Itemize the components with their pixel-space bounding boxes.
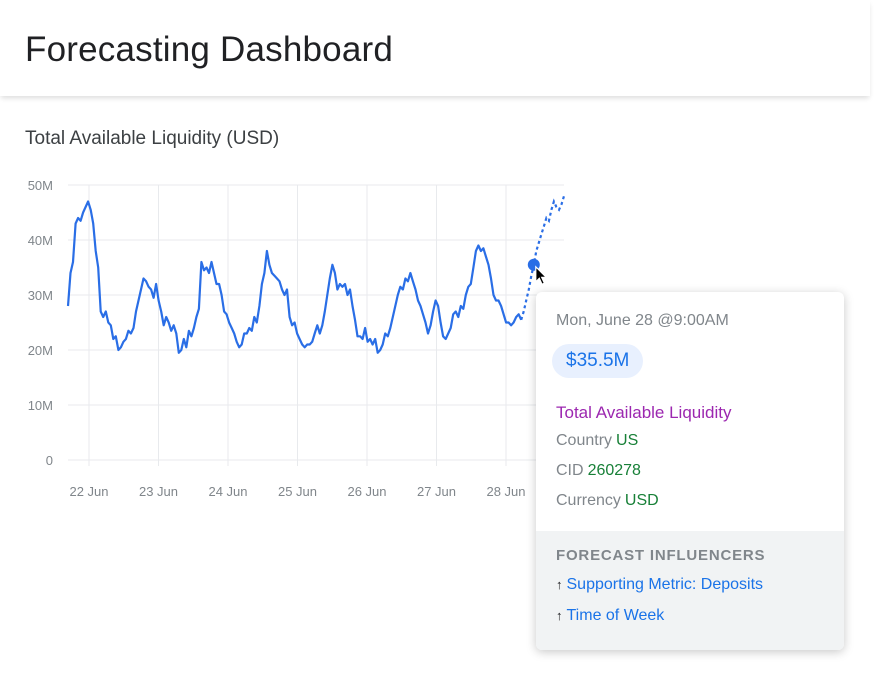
y-tick-label: 50M <box>28 178 53 193</box>
tooltip-timestamp: Mon, June 28 @9:00AM <box>556 312 729 329</box>
y-axis-ticks: 0 10M 20M 30M 40M 50M <box>28 178 53 468</box>
field-label: Country <box>556 432 613 449</box>
y-tick-label: 40M <box>28 233 53 248</box>
data-tooltip: Mon, June 28 @9:00AM $35.5M Total Availa… <box>536 292 844 650</box>
influencer-deposits-link[interactable]: ↑ Supporting Metric: Deposits <box>556 576 763 594</box>
arrow-up-icon: ↑ <box>556 577 563 592</box>
field-label: CID <box>556 462 584 479</box>
x-tick-label: 24 Jun <box>208 484 247 499</box>
x-tick-label: 23 Jun <box>139 484 178 499</box>
y-tick-label: 30M <box>28 288 53 303</box>
x-tick-label: 25 Jun <box>278 484 317 499</box>
y-tick-label: 0 <box>46 453 53 468</box>
x-tick-label: 27 Jun <box>417 484 456 499</box>
field-value: USD <box>624 492 659 509</box>
forecast-influencers-panel: FORECAST INFLUENCERS ↑ Supporting Metric:… <box>536 531 844 650</box>
influencer-label: Supporting Metric: Deposits <box>566 576 764 593</box>
x-tick-label: 26 Jun <box>347 484 386 499</box>
mouse-pointer-icon <box>535 265 548 286</box>
x-axis-ticks: 22 Jun 23 Jun 24 Jun 25 Jun 26 Jun 27 Jun 28 J… <box>69 484 525 499</box>
influencer-time-of-week-link[interactable]: ↑ Time of Week <box>556 607 664 625</box>
field-value: US <box>616 432 639 449</box>
tooltip-field-currency: Currency USD <box>556 492 659 510</box>
chart-grid <box>68 184 564 466</box>
influencer-label: Time of Week <box>566 607 665 624</box>
liquidity-chart[interactable]: 0 10M 20M 30M 40M 50M 22 Jun 23 Jun 24 Jun 25 Ju… <box>0 170 600 510</box>
x-tick-label: 22 Jun <box>69 484 108 499</box>
tooltip-field-cid: CID 260278 <box>556 462 641 480</box>
app-header: Forecasting Dashboard <box>0 0 870 96</box>
y-tick-label: 20M <box>28 343 53 358</box>
x-tick-label: 28 Jun <box>486 484 525 499</box>
forecast-series-line <box>520 195 566 321</box>
tooltip-metric-name: Total Available Liquidity <box>556 403 732 422</box>
chart-title: Total Available Liquidity (USD) <box>25 128 280 149</box>
page-title: Forecasting Dashboard <box>25 30 394 69</box>
actual-series-line <box>66 200 523 354</box>
tooltip-field-country: Country US <box>556 432 638 450</box>
y-tick-label: 10M <box>28 398 53 413</box>
field-label: Currency <box>556 492 621 509</box>
tooltip-value-badge: $35.5M <box>552 344 644 378</box>
influencers-heading: FORECAST INFLUENCERS <box>556 547 766 564</box>
field-value: 260278 <box>587 462 641 479</box>
arrow-up-icon: ↑ <box>556 608 563 623</box>
